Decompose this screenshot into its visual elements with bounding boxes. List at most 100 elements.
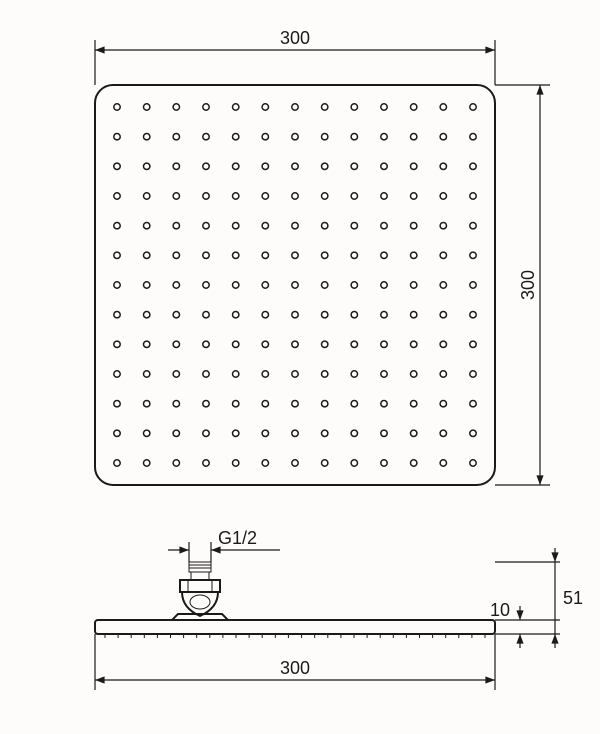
nozzle: [114, 223, 120, 229]
nozzle: [292, 282, 298, 288]
nozzle: [322, 193, 328, 199]
nozzle: [233, 252, 239, 258]
nozzle: [381, 371, 387, 377]
top-view: 300 300: [95, 28, 550, 485]
nozzle: [351, 460, 357, 466]
nozzle: [411, 371, 417, 377]
nozzle: [173, 282, 179, 288]
nozzle: [203, 282, 209, 288]
nozzle: [233, 312, 239, 318]
nozzle: [470, 193, 476, 199]
nozzle: [381, 282, 387, 288]
nozzle: [233, 134, 239, 140]
nozzle: [203, 104, 209, 110]
nozzle: [440, 193, 446, 199]
nozzle: [292, 430, 298, 436]
nozzle: [440, 401, 446, 407]
nozzle: [322, 282, 328, 288]
nozzle: [292, 371, 298, 377]
nozzle: [203, 193, 209, 199]
nozzle: [440, 252, 446, 258]
nozzle: [262, 163, 268, 169]
nozzle: [322, 104, 328, 110]
dim-right-height-label: 300: [518, 270, 538, 300]
nozzle: [114, 252, 120, 258]
nozzle: [114, 104, 120, 110]
nozzle: [351, 134, 357, 140]
nozzle: [144, 104, 150, 110]
nozzle: [292, 193, 298, 199]
nozzle: [114, 134, 120, 140]
nozzle: [470, 460, 476, 466]
nozzle: [351, 163, 357, 169]
nozzle: [262, 430, 268, 436]
nozzle: [470, 401, 476, 407]
nozzle: [322, 460, 328, 466]
nozzle: [233, 401, 239, 407]
nozzle: [322, 341, 328, 347]
nozzle: [470, 252, 476, 258]
nozzle: [173, 430, 179, 436]
dim-top-width-label: 300: [280, 28, 310, 48]
nozzle: [381, 223, 387, 229]
nozzle: [470, 134, 476, 140]
nozzle: [262, 134, 268, 140]
nozzle: [114, 312, 120, 318]
nozzle: [114, 341, 120, 347]
nozzle: [351, 193, 357, 199]
nozzle: [381, 134, 387, 140]
nozzle: [440, 223, 446, 229]
nozzle: [173, 163, 179, 169]
nozzle: [173, 401, 179, 407]
nozzle: [203, 134, 209, 140]
nozzle: [173, 341, 179, 347]
nozzle: [144, 252, 150, 258]
nozzle: [411, 460, 417, 466]
nozzle: [262, 282, 268, 288]
nozzle: [262, 104, 268, 110]
nozzle: [322, 312, 328, 318]
nozzle: [144, 282, 150, 288]
plate-profile: [95, 620, 495, 638]
nozzle: [144, 430, 150, 436]
nozzle: [470, 282, 476, 288]
nozzle: [144, 460, 150, 466]
nozzle: [144, 163, 150, 169]
nozzle: [411, 134, 417, 140]
nozzle: [351, 371, 357, 377]
nozzle: [114, 193, 120, 199]
nozzle: [351, 223, 357, 229]
nozzle: [203, 312, 209, 318]
nozzle: [351, 252, 357, 258]
nozzle: [411, 223, 417, 229]
nozzle: [233, 104, 239, 110]
nozzle: [411, 193, 417, 199]
nozzle: [411, 163, 417, 169]
dim-right-height: 300: [495, 85, 550, 485]
nozzle: [233, 193, 239, 199]
dim-thread-label: G1/2: [218, 528, 257, 548]
nozzle: [470, 312, 476, 318]
nozzle: [233, 282, 239, 288]
nozzle: [233, 223, 239, 229]
nozzle: [173, 134, 179, 140]
nozzle: [470, 163, 476, 169]
dim-plate-thickness-label: 10: [490, 600, 510, 620]
nozzle: [440, 104, 446, 110]
nozzle: [233, 460, 239, 466]
nozzle: [144, 401, 150, 407]
nozzle: [322, 134, 328, 140]
nozzle: [262, 341, 268, 347]
nozzle: [233, 371, 239, 377]
nozzle: [173, 312, 179, 318]
nozzle: [351, 401, 357, 407]
nozzle: [470, 371, 476, 377]
nozzle: [411, 104, 417, 110]
nozzle: [440, 460, 446, 466]
nozzle: [203, 401, 209, 407]
nozzle: [203, 252, 209, 258]
nozzle: [292, 163, 298, 169]
nozzle-grid: [114, 104, 476, 466]
nozzle: [351, 282, 357, 288]
nozzle: [114, 430, 120, 436]
